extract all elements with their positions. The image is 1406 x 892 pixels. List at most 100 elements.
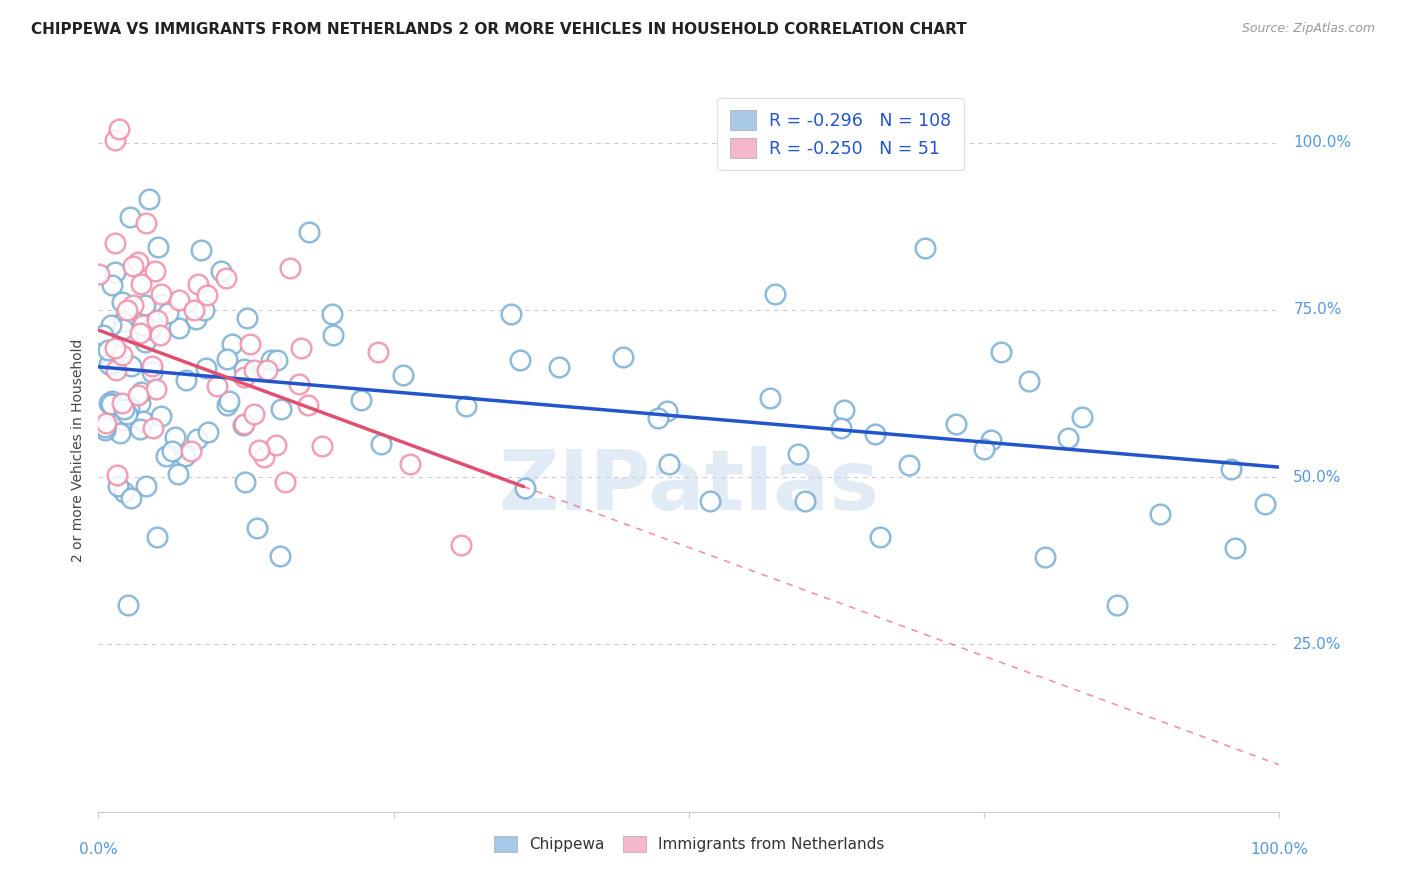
Point [322,328,344,343]
Point [167,293,190,308]
Point [141,359,163,373]
Point [107,479,129,493]
Point [105,468,128,483]
Point [128,326,150,341]
Point [139,322,162,336]
Point [1033,549,1056,564]
Point [699,494,721,508]
Legend: Chippewa, Immigrants from Netherlands: Chippewa, Immigrants from Netherlands [488,830,890,858]
Point [787,447,810,461]
Point [97,343,120,358]
Point [290,341,312,355]
Point [145,530,167,544]
Point [101,394,124,409]
Point [834,402,856,417]
Point [108,426,131,441]
Point [288,377,311,392]
Point [97,395,120,409]
Point [105,363,128,377]
Point [118,211,141,225]
Point [94,419,117,434]
Point [217,351,239,366]
Point [145,382,167,396]
Point [256,363,278,377]
Point [253,450,276,464]
Text: 25.0%: 25.0% [1294,637,1341,652]
Point [863,427,886,442]
Point [134,335,156,350]
Point [114,309,136,323]
Point [311,439,333,453]
Point [122,298,145,312]
Point [156,306,179,320]
Point [1105,598,1128,612]
Point [1220,462,1243,476]
Point [135,479,157,493]
Point [547,360,569,375]
Point [367,345,389,359]
Point [264,437,287,451]
Point [183,302,205,317]
Point [142,421,165,435]
Point [321,307,343,321]
Point [243,363,266,377]
Point [129,422,152,436]
Point [180,443,202,458]
Point [135,216,157,230]
Point [149,327,172,342]
Point [132,318,155,333]
Point [260,353,283,368]
Point [89,267,111,281]
Point [129,385,152,400]
Text: Source: ZipAtlas.com: Source: ZipAtlas.com [1241,22,1375,36]
Point [127,254,149,268]
Point [174,449,197,463]
Point [143,264,166,278]
Point [370,436,392,450]
Point [266,352,288,367]
Point [215,398,238,412]
Point [101,277,124,292]
Point [1225,541,1247,555]
Text: 50.0%: 50.0% [1294,470,1341,484]
Point [91,328,114,343]
Point [193,303,215,318]
Point [108,122,131,136]
Point [914,241,936,255]
Point [100,358,122,372]
Point [149,287,172,301]
Point [247,443,270,458]
Point [112,484,135,499]
Point [274,475,297,489]
Point [155,449,177,463]
Point [763,287,786,301]
Point [186,312,208,326]
Point [657,404,679,418]
Point [97,357,120,371]
Point [239,336,262,351]
Point [104,236,127,251]
Point [100,318,122,333]
Point [232,370,254,384]
Point [509,353,531,368]
Point [513,482,536,496]
Point [112,322,135,336]
Point [150,409,173,423]
Point [100,397,122,411]
Point [392,368,415,382]
Point [246,521,269,535]
Point [232,417,254,432]
Point [1057,431,1080,445]
Point [197,425,219,439]
Point [830,420,852,434]
Point [759,391,782,405]
Point [869,530,891,544]
Point [190,243,212,257]
Point [104,341,127,355]
Point [980,433,1002,447]
Point [233,417,256,431]
Text: ZIPatlas: ZIPatlas [499,446,879,527]
Point [269,549,291,564]
Point [118,401,141,415]
Point [112,413,135,427]
